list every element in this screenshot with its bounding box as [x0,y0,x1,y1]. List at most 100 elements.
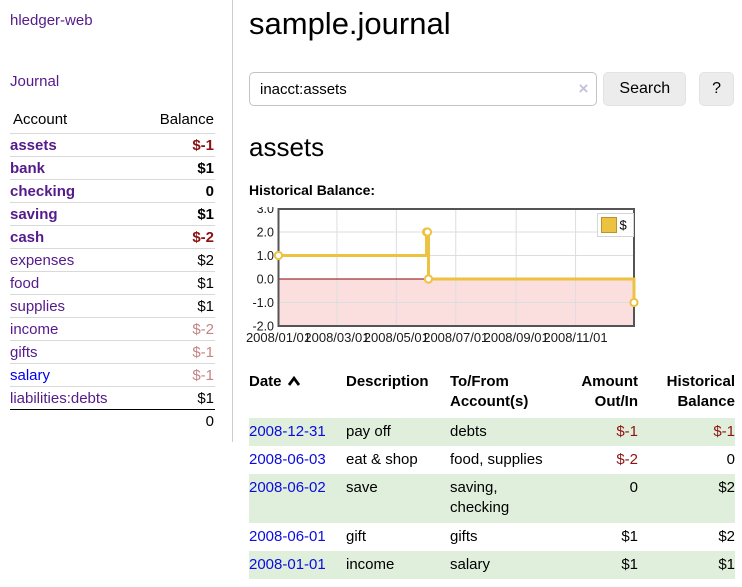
account-row-expenses: expenses $2 [10,248,215,272]
account-link-saving[interactable]: saving [10,206,58,223]
account-row-income: income $-2 [10,317,215,341]
account-balance: $-1 [138,340,215,364]
svg-text:2008/05/01: 2008/05/01 [364,330,429,345]
search-box: × [249,72,598,106]
account-row-saving: saving $1 [10,202,215,226]
account-row-salary: salary $-1 [10,363,215,387]
account-balance: $-2 [138,225,215,249]
chart-title: Historical Balance: [249,182,376,198]
account-link-checking[interactable]: checking [10,183,76,200]
register-header-balance: Historical Balance [666,373,735,410]
account-balance: $-2 [138,317,215,341]
transaction-balance: $1 [718,555,735,573]
account-balance: 0 [138,179,215,203]
account-link-supplies[interactable]: supplies [10,298,66,315]
transaction-date-link[interactable]: 2008-06-01 [249,527,326,545]
account-balance: $2 [138,248,215,272]
account-row-food: food $1 [10,271,215,295]
transaction-accounts: salary [450,555,491,573]
account-link-assets[interactable]: assets [10,137,57,154]
register-header-amount: Amount Out/In [581,373,638,410]
accounts-header-balance: Balance [159,111,214,128]
register-table: Date Description To/From Account(s) Amou… [249,370,735,580]
transaction-accounts: saving, checking [450,479,510,517]
transaction-description: gift [346,527,367,545]
transaction-balance: 0 [726,450,735,468]
clear-search-icon[interactable]: × [578,79,589,98]
accounts-table: Account Balance assets $-1 bank $1 check… [10,107,215,432]
account-balance: $1 [138,271,215,295]
transaction-amount: $1 [621,555,638,573]
main-content: sample.journal × Search ? assets Histori… [233,0,742,587]
svg-text:2008/01/01: 2008/01/01 [246,330,311,345]
transaction-amount: $1 [621,527,638,545]
register-header-date[interactable]: Date [249,370,346,418]
svg-text:2008/03/01: 2008/03/01 [304,330,369,345]
account-balance: $1 [138,156,215,180]
svg-text:0.0: 0.0 [257,273,274,287]
help-button[interactable]: ? [699,72,734,106]
account-row-bank: bank $1 [10,156,215,180]
transaction-date-link[interactable]: 2008-12-31 [249,422,326,440]
transaction-date-link[interactable]: 2008-06-03 [249,450,326,468]
account-row-assets: assets $-1 [10,133,215,157]
account-link-expenses[interactable]: expenses [10,252,75,269]
accounts-header-row: Account Balance [10,107,215,134]
account-page-title: assets [249,132,325,162]
account-link-liabilities-debts[interactable]: liabilities:debts [10,390,108,407]
register-header-accounts: To/From Account(s) [450,373,529,410]
transaction-date-link[interactable]: 2008-01-01 [249,555,326,573]
transaction-date-link[interactable]: 2008-06-02 [249,479,326,497]
transaction-description: income [346,555,395,573]
account-row-supplies: supplies $1 [10,294,215,318]
svg-text:$: $ [620,218,628,233]
transaction-amount: $-2 [616,450,638,468]
account-balance: $1 [138,294,215,318]
account-link-gifts[interactable]: gifts [10,344,38,361]
transaction-description: pay off [346,422,391,440]
account-link-bank[interactable]: bank [10,160,46,177]
svg-text:1.0: 1.0 [257,249,274,263]
svg-text:-2.0: -2.0 [252,320,274,334]
register-row: 2008-06-02 save saving, checking 0 $2 [249,474,735,523]
nav-journal-link[interactable]: Journal [10,73,60,90]
register-row: 2008-01-01 income salary $1 $1 [249,550,735,580]
page-title: sample.journal [249,6,451,41]
transaction-accounts: gifts [450,527,478,545]
accounts-header-account: Account [13,111,68,128]
sort-ascending-icon [287,373,301,393]
transaction-description: save [346,479,378,497]
historical-balance-chart: $3.0 2.0 1.0 0.0 -1.0 -2.0 2008/01/01 2008/03/0… [241,202,734,355]
account-link-salary[interactable]: salary [10,367,51,384]
svg-text:2.0: 2.0 [257,226,274,240]
account-row-liabilities-debts: liabilities:debts $1 [10,386,215,410]
account-balance: $1 [138,386,215,410]
search-input[interactable] [249,72,598,106]
transaction-amount: 0 [629,479,638,497]
account-balance: $-1 [138,363,215,387]
account-balance: $1 [138,202,215,226]
account-row-checking: checking 0 [10,179,215,203]
svg-text:-1.0: -1.0 [252,296,274,310]
account-link-income[interactable]: income [10,321,59,338]
transaction-accounts: debts [450,422,487,440]
search-button[interactable]: Search [603,72,687,106]
register-row: 2008-12-31 pay off debts $-1 $-1 [249,417,735,446]
transaction-accounts: food, supplies [450,450,543,468]
register-header-description: Description [346,373,429,390]
account-link-cash[interactable]: cash [10,229,45,246]
transaction-balance: $2 [718,479,735,497]
register-row: 2008-06-01 gift gifts $1 $2 [249,523,735,551]
transaction-description: eat & shop [346,450,418,468]
account-row-cash: cash $-2 [10,225,215,249]
app-title-link[interactable]: hledger-web [10,12,93,29]
account-balance: $-1 [138,133,215,157]
transaction-amount: $-1 [616,422,638,440]
account-row-gifts: gifts $-1 [10,340,215,364]
svg-text:2008/07/01: 2008/07/01 [423,330,488,345]
sidebar: hledger-web Journal Account Balance asse… [0,0,233,442]
account-link-food[interactable]: food [10,275,40,292]
search-form: × Search ? [249,72,734,106]
accounts-total-row: 0 [10,409,215,432]
